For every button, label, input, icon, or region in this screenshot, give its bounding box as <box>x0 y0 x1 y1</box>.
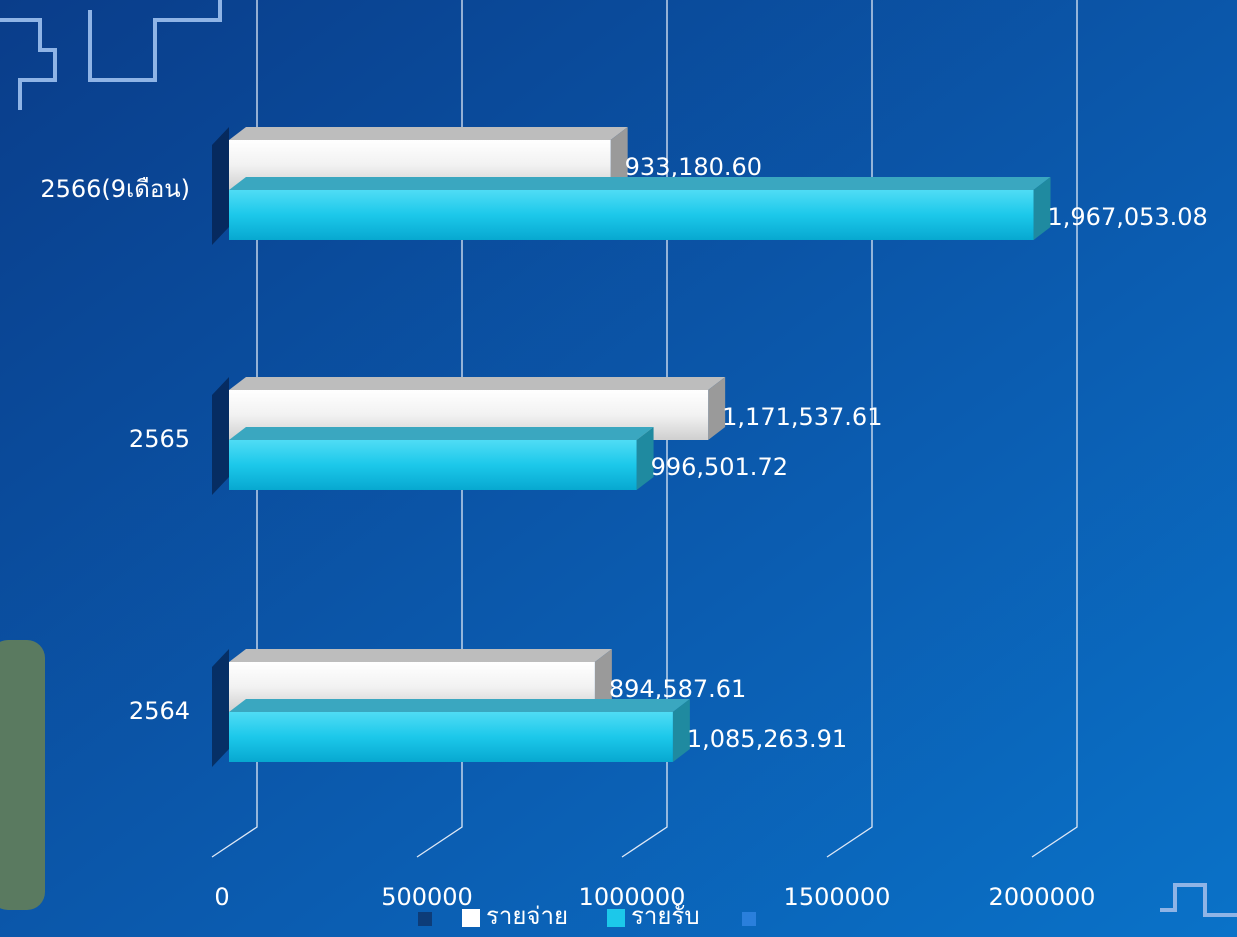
x-tick-label: 2000000 <box>989 883 1096 911</box>
photo <box>0 640 45 910</box>
value-label: 1,085,263.91 <box>687 725 847 753</box>
chart: 05000001000000150000020000002564894,587.… <box>0 0 1237 937</box>
bar-top <box>229 427 654 440</box>
bar-shadow <box>212 377 229 495</box>
y-tick-label: 2564 <box>129 697 190 725</box>
value-label: 1,171,537.61 <box>722 403 882 431</box>
bar <box>229 440 637 490</box>
x-tick-label: 500000 <box>381 883 473 911</box>
bar <box>229 712 673 762</box>
legend-marker <box>462 909 480 927</box>
legend-marker <box>418 912 432 926</box>
bar <box>229 190 1034 240</box>
bar-top <box>229 127 628 140</box>
bar-top <box>229 699 690 712</box>
value-label: 996,501.72 <box>651 453 788 481</box>
bar-shadow <box>212 127 229 245</box>
x-tick-label: 1500000 <box>784 883 891 911</box>
legend-label: รายรับ <box>631 902 700 930</box>
bar-top <box>229 177 1051 190</box>
value-label: 933,180.60 <box>625 153 762 181</box>
x-tick-label: 0 <box>214 883 229 911</box>
value-label: 1,967,053.08 <box>1048 203 1208 231</box>
y-tick-label: 2565 <box>129 425 190 453</box>
legend-marker <box>607 909 625 927</box>
legend-marker <box>742 912 756 926</box>
bar-top <box>229 649 612 662</box>
value-label: 894,587.61 <box>609 675 746 703</box>
bar-shadow <box>212 649 229 767</box>
y-tick-label: 2566(9เดือน) <box>40 175 190 203</box>
bar-top <box>229 377 725 390</box>
legend-label: รายจ่าย <box>486 902 568 930</box>
